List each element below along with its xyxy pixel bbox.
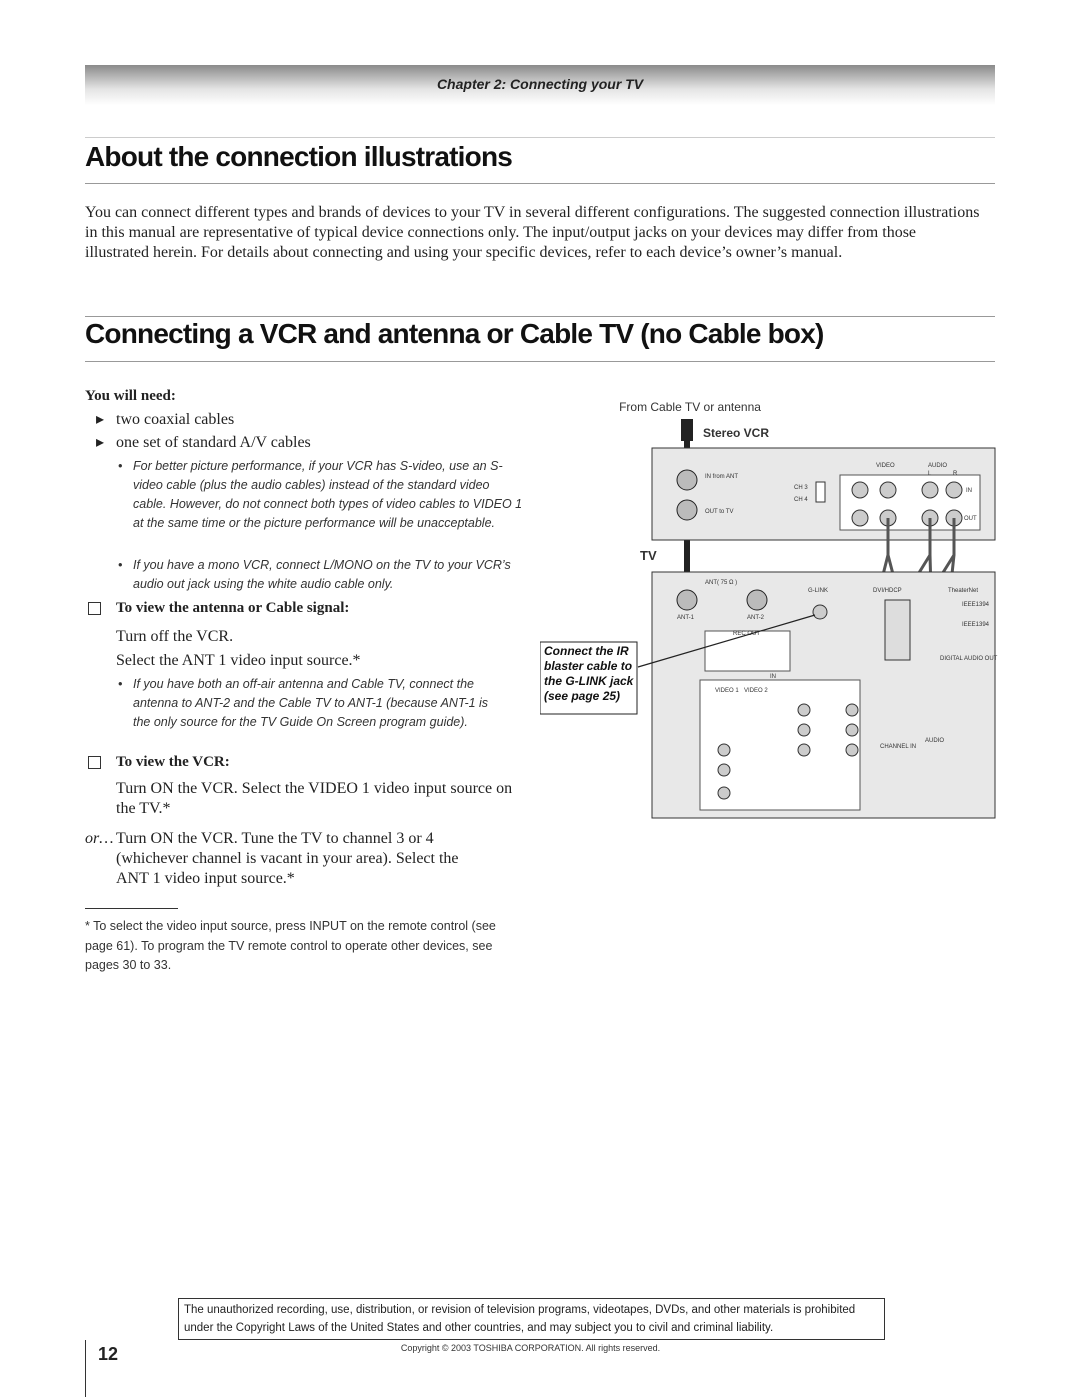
marker: ▸	[96, 434, 105, 451]
rule	[85, 361, 995, 362]
section-title: Connecting a VCR and antenna or Cable TV…	[85, 318, 824, 349]
label: TheaterNet	[948, 588, 978, 594]
footnote-rule	[85, 908, 178, 909]
subheading: To view the VCR:	[116, 754, 230, 770]
label: G-LINK	[808, 588, 828, 594]
subheading: To view the antenna or Cable signal:	[116, 600, 350, 616]
label: IN from ANT	[705, 474, 738, 480]
jack	[676, 469, 698, 491]
label: AUDIO	[928, 463, 947, 469]
notice: The unauthorized recording, use, distrib…	[178, 1298, 885, 1340]
list-item: two coaxial cables	[116, 411, 235, 428]
label: CH 4	[794, 497, 808, 503]
needs-heading: You will need:	[85, 388, 176, 404]
checkbox	[88, 602, 101, 615]
label: REC OUT	[733, 631, 760, 637]
callout-text: the G-LINK jack	[544, 674, 635, 688]
rule	[85, 316, 995, 317]
label: VIDEO	[876, 463, 895, 469]
label: IN	[966, 488, 972, 494]
label: L	[928, 471, 932, 477]
checkbox	[88, 756, 101, 769]
copyright: Copyright © 2003 TOSHIBA CORPORATION. Al…	[400, 1343, 661, 1353]
callout-box	[540, 641, 638, 715]
label: ANT-2	[747, 615, 765, 621]
step: Turn ON the VCR. Tune the TV to channel …	[116, 830, 459, 887]
header-band	[85, 65, 995, 105]
label: AUDIO	[925, 738, 944, 744]
or-prefix: or…	[85, 830, 114, 847]
footnote: * To select the video input source, pres…	[85, 919, 496, 972]
label: IEEE1394	[962, 622, 990, 628]
callout-text: (see page 25)	[544, 689, 620, 703]
jack	[746, 589, 768, 611]
step: Turn ON the VCR. Select the VIDEO 1 vide…	[116, 780, 513, 817]
label: VIDEO 1	[715, 688, 739, 694]
marker: ▸	[96, 411, 105, 428]
note: If you have a mono VCR, connect L/MONO o…	[133, 558, 511, 591]
step: Turn off the VCR.	[116, 628, 234, 645]
dvi-port	[884, 599, 911, 661]
jack	[676, 589, 698, 611]
page-rule	[85, 1340, 86, 1397]
callout-line	[637, 614, 816, 668]
label: IN	[770, 674, 776, 680]
list-item: one set of standard A/V cables	[116, 434, 311, 451]
label: ANT-1	[677, 615, 695, 621]
diagram-title: Stereo VCR	[703, 426, 769, 440]
label: VIDEO 2	[744, 688, 768, 694]
rule	[85, 183, 995, 184]
marker: •	[118, 677, 123, 691]
chapter-title: Chapter 2: Connecting your TV	[436, 76, 644, 92]
callout-text: blaster cable to	[544, 659, 632, 673]
plug	[681, 419, 693, 441]
diagram-label: From Cable TV or antenna	[619, 400, 761, 414]
jack	[676, 499, 698, 521]
label: R	[953, 471, 958, 477]
rec-out-panel	[704, 630, 791, 672]
section-title: About the connection illustrations	[85, 141, 513, 172]
jack	[812, 604, 828, 620]
marker: •	[118, 558, 123, 572]
label: CHANNEL IN	[880, 744, 916, 750]
label: ANT( 75 Ω )	[705, 580, 737, 586]
callout-text: Connect the IR	[544, 644, 629, 658]
paragraph: You can connect different types and bran…	[85, 204, 980, 261]
label: OUT	[964, 516, 977, 522]
note: If you have both an off-air antenna and …	[133, 677, 489, 729]
label: OUT to TV	[705, 509, 733, 515]
jacks	[717, 703, 859, 800]
connection-diagram: From Cable TV or antenna Stereo VCR IN f…	[540, 400, 998, 819]
marker: •	[118, 459, 123, 473]
rule	[85, 137, 995, 138]
diagram-title: TV	[640, 548, 657, 563]
label: DVI/HDCP	[873, 588, 902, 594]
switch	[815, 481, 826, 503]
label: DIGITAL AUDIO OUT	[940, 656, 998, 662]
page-number: 12	[98, 1344, 119, 1364]
note: For better picture performance, if your …	[133, 459, 523, 530]
step: Select the ANT 1 video input source.*	[116, 652, 361, 669]
label: CH 3	[794, 485, 808, 491]
label: IEEE1394	[962, 602, 990, 608]
